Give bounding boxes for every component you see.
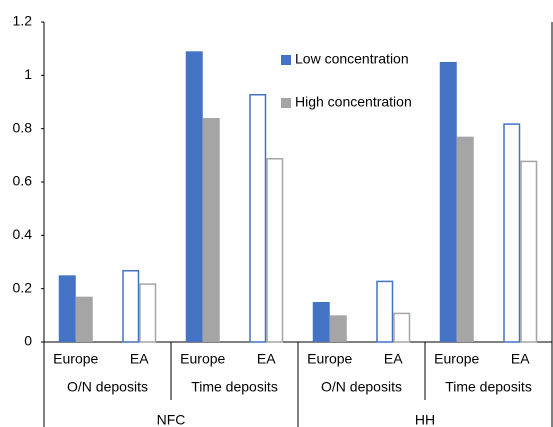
bar bbox=[503, 123, 521, 343]
x-tick-label: EA bbox=[511, 351, 530, 367]
subgroup-label: O/N deposits bbox=[67, 379, 148, 395]
bar bbox=[393, 312, 411, 343]
legend-label: High concentration bbox=[295, 94, 412, 110]
y-tick-label: 1 bbox=[24, 66, 32, 82]
bar bbox=[312, 302, 330, 342]
group-label: HH bbox=[415, 412, 435, 427]
y-tick-label: 0.8 bbox=[13, 119, 33, 135]
y-tick-label: 1.2 bbox=[13, 13, 33, 29]
bar bbox=[75, 296, 93, 342]
x-tick-label: Europe bbox=[434, 351, 479, 367]
legend-swatch bbox=[281, 98, 291, 108]
bar bbox=[439, 62, 457, 342]
bar bbox=[122, 270, 140, 343]
bar bbox=[266, 158, 284, 343]
y-tick-label: 0.6 bbox=[13, 173, 33, 189]
bar bbox=[520, 160, 538, 343]
x-tick-label: EA bbox=[384, 351, 403, 367]
bar bbox=[185, 51, 203, 342]
x-tick-label: Europe bbox=[307, 351, 352, 367]
bar bbox=[456, 136, 474, 342]
y-tick-label: 0 bbox=[24, 333, 32, 349]
y-tick-label: 0.2 bbox=[13, 279, 33, 295]
bar bbox=[329, 315, 347, 342]
x-tick-label: EA bbox=[257, 351, 276, 367]
y-tick-label: 0.4 bbox=[13, 226, 33, 242]
bar bbox=[249, 94, 267, 343]
bar bbox=[139, 283, 157, 343]
x-tick-label: Europe bbox=[53, 351, 98, 367]
subgroup-label: Time deposits bbox=[445, 379, 532, 395]
x-tick-label: Europe bbox=[180, 351, 225, 367]
group-label: NFC bbox=[157, 412, 186, 427]
x-tick-label: EA bbox=[130, 351, 149, 367]
legend-swatch bbox=[281, 55, 291, 65]
subgroup-label: Time deposits bbox=[191, 379, 278, 395]
legend-label: Low concentration bbox=[295, 51, 409, 67]
bar bbox=[376, 280, 394, 343]
bar bbox=[202, 118, 220, 342]
bar bbox=[58, 275, 76, 342]
subgroup-label: O/N deposits bbox=[321, 379, 402, 395]
